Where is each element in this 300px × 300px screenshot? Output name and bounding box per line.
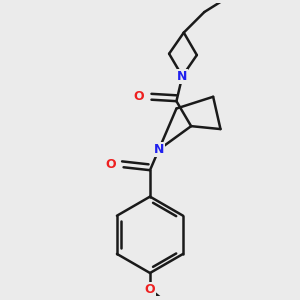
Text: O: O [145, 283, 155, 296]
Text: N: N [177, 70, 188, 83]
Text: N: N [154, 143, 164, 156]
Text: O: O [133, 90, 144, 103]
Text: O: O [105, 158, 116, 171]
